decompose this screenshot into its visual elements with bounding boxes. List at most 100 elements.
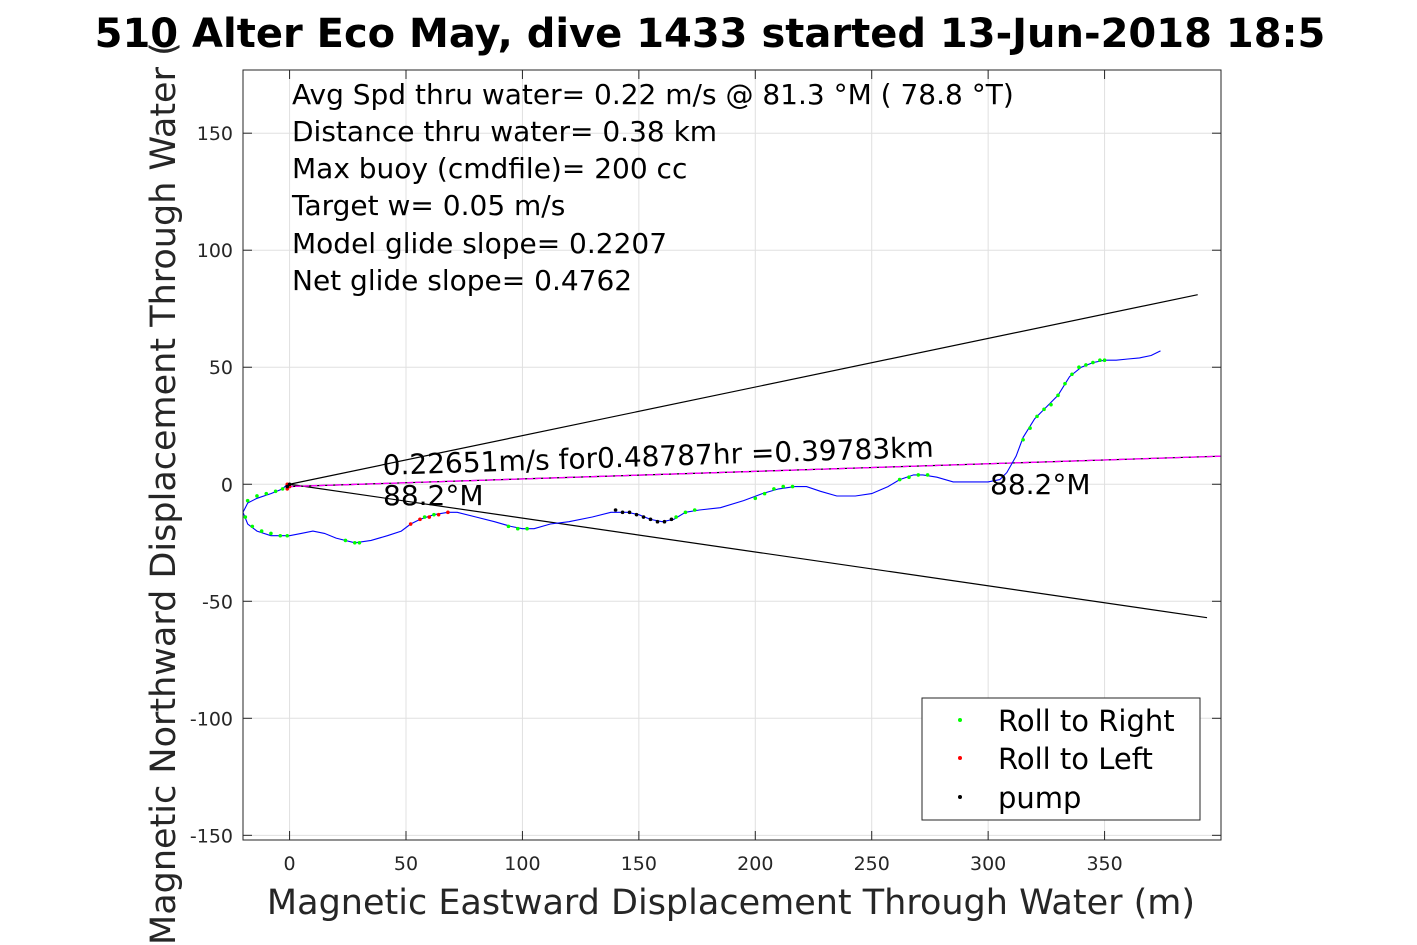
marker-roll-right: [1063, 381, 1067, 386]
heading-annotation-right: 88.2°M: [990, 468, 1091, 501]
info-line: Model glide slope= 0.2207: [292, 227, 667, 260]
marker-pump: [655, 519, 660, 524]
x-tick-label: 200: [737, 853, 773, 875]
y-tick-label: 50: [209, 357, 233, 379]
legend: Roll to Right Roll to Left pump: [921, 697, 1201, 821]
marker-roll-right: [1070, 372, 1074, 377]
marker-roll-right: [357, 540, 362, 545]
y-tick-label: 100: [197, 240, 233, 262]
ticks: 0 50 100 150 200 250 300 350 -150 -100 -50 0 50 100 15…: [190, 70, 1221, 875]
legend-label-pump: pump: [998, 781, 1081, 815]
marker-roll-right: [1049, 402, 1053, 407]
marker-roll-right: [683, 510, 688, 515]
y-tick-label: -50: [202, 591, 233, 613]
x-tick-label: 100: [504, 853, 540, 875]
marker-roll-right: [1021, 437, 1025, 442]
marker-roll-right: [352, 540, 357, 545]
marker-roll-right: [525, 526, 529, 531]
chart-title: 510 Alter Eco May, dive 1433 started 13-…: [95, 11, 1326, 57]
marker-roll-right: [772, 487, 776, 491]
marker-roll-right: [243, 515, 248, 519]
marker-roll-left: [418, 517, 422, 522]
marker-roll-right: [343, 538, 348, 543]
x-tick-label: 350: [1086, 853, 1122, 875]
marker-pump: [669, 517, 674, 522]
marker-roll-right: [264, 491, 269, 496]
info-line: Target w= 0.05 m/s: [291, 189, 565, 222]
mean-course-line: [287, 455, 1222, 488]
marker-roll-right: [269, 531, 273, 536]
marker-roll-right: [506, 524, 511, 529]
marker-roll-right: [1084, 363, 1088, 367]
marker-roll-right: [1028, 426, 1032, 430]
marker-roll-right: [515, 526, 520, 531]
marker-roll-right: [753, 496, 758, 501]
glide-line: [289, 483, 1208, 619]
marker-roll-right: [907, 475, 911, 480]
marker-roll-right: [762, 491, 767, 496]
marker-roll-right: [916, 473, 921, 477]
plot-markers: [243, 358, 1107, 545]
marker-roll-right: [1098, 358, 1102, 363]
y-axis-label: Magnetic Northward Displacement Through …: [144, 42, 184, 945]
marker-roll-right: [674, 515, 678, 519]
info-line: Avg Spd thru water= 0.22 m/s @ 81.3 °M (…: [292, 78, 1014, 111]
y-tick-label: 150: [197, 123, 233, 145]
plot-lines: [242, 294, 1222, 619]
legend-marker-right: [958, 718, 962, 722]
marker-roll-left: [436, 512, 441, 517]
marker-roll-left: [446, 510, 450, 515]
marker-roll-right: [790, 484, 795, 489]
marker-roll-left: [427, 515, 432, 519]
marker-pump: [287, 482, 292, 487]
marker-roll-right: [1077, 365, 1081, 370]
legend-label-left: Roll to Left: [998, 742, 1153, 776]
marker-pump: [627, 510, 632, 515]
x-tick-label: 300: [970, 853, 1006, 875]
info-line: Net glide slope= 0.4762: [292, 264, 632, 297]
marker-roll-right: [280, 487, 285, 491]
info-line: Max buoy (cmdfile)= 200 cc: [292, 152, 687, 185]
marker-pump: [620, 510, 625, 515]
info-block: Avg Spd thru water= 0.22 m/s @ 81.3 °M (…: [291, 78, 1014, 297]
marker-roll-right: [1056, 393, 1060, 398]
marker-roll-right: [245, 498, 250, 503]
marker-roll-left: [408, 522, 413, 526]
heading-annotation-left: 88.2°M: [383, 479, 484, 512]
marker-pump: [662, 519, 667, 524]
legend-marker-pump: [958, 795, 962, 799]
x-tick-label: 50: [394, 853, 418, 875]
marker-roll-right: [259, 529, 264, 533]
marker-roll-right: [273, 489, 278, 494]
marker-roll-right: [692, 508, 697, 512]
marker-roll-right: [278, 533, 283, 538]
marker-pump: [634, 512, 639, 517]
marker-roll-right: [250, 524, 255, 529]
info-line: Distance thru water= 0.38 km: [292, 115, 717, 148]
legend-label-right: Roll to Right: [998, 704, 1175, 738]
marker-pump: [648, 517, 653, 522]
track-line: [242, 350, 1161, 544]
y-tick-label: -150: [190, 825, 233, 847]
marker-roll-right: [422, 515, 427, 519]
marker-roll-right: [897, 477, 902, 482]
marker-roll-right: [1042, 407, 1046, 412]
marker-pump: [285, 484, 290, 489]
x-tick-label: 250: [854, 853, 890, 875]
marker-roll-right: [1091, 360, 1095, 365]
x-tick-label: 0: [284, 853, 296, 875]
y-tick-label: 0: [221, 474, 233, 496]
legend-box: [921, 697, 1201, 821]
marker-roll-right: [925, 473, 930, 477]
legend-marker-left: [958, 756, 962, 760]
marker-roll-right: [1102, 358, 1107, 363]
marker-roll-right: [1035, 414, 1039, 419]
marker-roll-right: [285, 533, 290, 538]
x-tick-label: 150: [621, 853, 657, 875]
marker-pump: [613, 508, 618, 512]
marker-pump: [641, 515, 646, 519]
marker-roll-right: [781, 484, 786, 489]
x-axis-label: Magnetic Eastward Displacement Through W…: [267, 883, 1195, 923]
marker-roll-right: [255, 494, 259, 498]
